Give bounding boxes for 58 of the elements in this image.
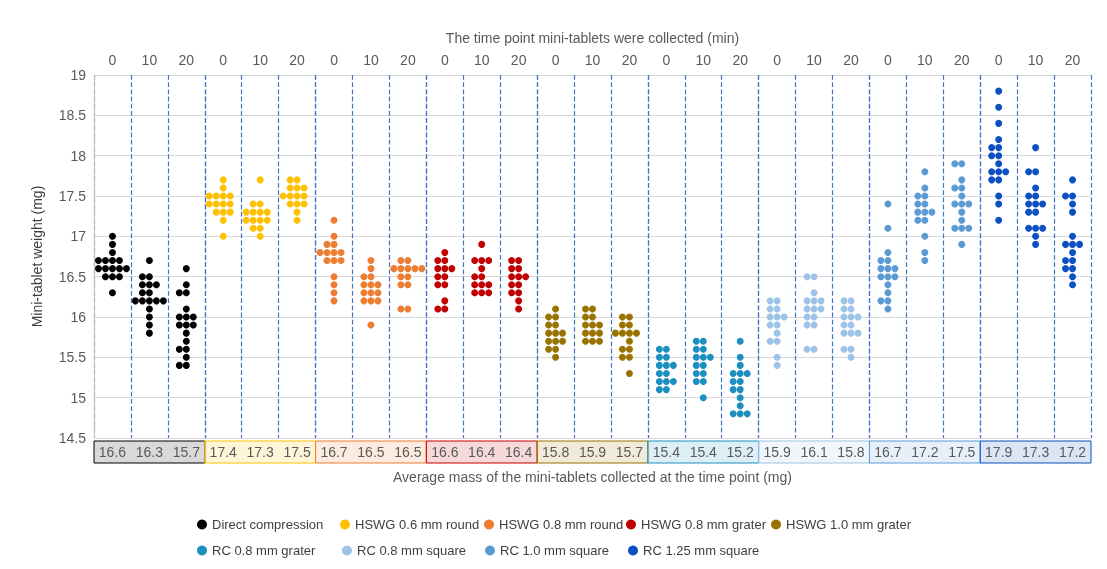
x-tick-label: 20 [953, 52, 970, 68]
x-tick-label: 10 [363, 52, 379, 68]
y-tick-label: 18.5 [58, 107, 87, 124]
x-tick-label: 0 [330, 52, 339, 68]
y-tick-label: 17 [70, 228, 87, 245]
legend-label: RC 0.8 mm grater [212, 543, 316, 558]
x-tick-label: 20 [510, 52, 527, 68]
x-tick-label: 0 [219, 52, 228, 68]
y-tick-label: 15.5 [58, 349, 87, 366]
y-tick-label: 14.5 [58, 430, 87, 446]
y-tick-label: 18 [70, 147, 87, 164]
text: 15.8 15.9 15.7 [541, 444, 644, 460]
x-tick-label: 20 [1064, 52, 1081, 68]
x-tick-label: 20 [843, 52, 859, 68]
legend-label: HSWG 1.0 mm grater [786, 517, 912, 532]
text: 15.9 16.1 15.8 [763, 444, 865, 460]
text: 17.4 17.3 17.5 [209, 444, 311, 460]
x-tick-label: 0 [884, 52, 893, 68]
x-tick-label: 20 [289, 52, 306, 68]
text: 15.4 15.4 15.2 [652, 444, 755, 460]
y-tick-label: 16.5 [58, 268, 87, 285]
x-tick-label: 20 [400, 52, 416, 68]
x-tick-label: 20 [178, 52, 195, 68]
x-axis-title: The time point mini-tablets were collected (min) [445, 30, 740, 46]
x-tick-label: 0 [551, 52, 560, 68]
x-tick-label: 10 [473, 52, 490, 68]
text: Average mass of the mini-tablets collected at the time point (mg) [393, 469, 792, 485]
x-tick-label: 10 [252, 52, 269, 68]
x-tick-label: 10 [584, 52, 601, 68]
text: 16.6 16.4 16.4 [431, 444, 533, 460]
legend-label: HSWG 0.8 mm grater [641, 517, 767, 532]
x-tick-label: 10 [141, 52, 158, 68]
y-tick-label: 16 [70, 309, 87, 325]
legend-label: RC 1.0 mm square [500, 543, 610, 558]
y-tick-label: 17.5 [58, 188, 87, 204]
x-tick-label: 0 [773, 52, 782, 68]
x-tick-label: 0 [440, 52, 449, 68]
text: 16.7 16.5 16.5 [320, 444, 422, 460]
x-tick-label: 0 [994, 52, 1003, 68]
legend-label: RC 1.25 mm square [643, 543, 760, 558]
x-tick-label: 10 [917, 52, 933, 68]
legend-label: HSWG 0.6 mm round [355, 517, 480, 532]
text: 16.7 17.2 17.5 [874, 444, 976, 460]
x-tick-label: 10 [806, 52, 823, 68]
legend-label: RC 0.8 mm square [357, 543, 467, 558]
y-tick-label: 15 [70, 389, 87, 406]
y-axis-title: Mini-tablet weight (mg) [29, 185, 45, 328]
x-tick-label: 20 [621, 52, 638, 68]
y-tick-label: 19 [70, 67, 87, 83]
legend-label: Direct compression [212, 517, 324, 532]
x-tick-label: 10 [695, 52, 712, 68]
x-tick-label: 0 [108, 52, 117, 68]
x-tick-label: 0 [662, 52, 671, 68]
x-tick-label: 10 [1027, 52, 1044, 68]
text: 16.6 16.3 15.7 [98, 444, 201, 460]
x-tick-label: 20 [732, 52, 749, 68]
text: 17.9 17.3 17.2 [985, 444, 1087, 460]
legend-label: HSWG 0.8 mm round [499, 517, 624, 532]
